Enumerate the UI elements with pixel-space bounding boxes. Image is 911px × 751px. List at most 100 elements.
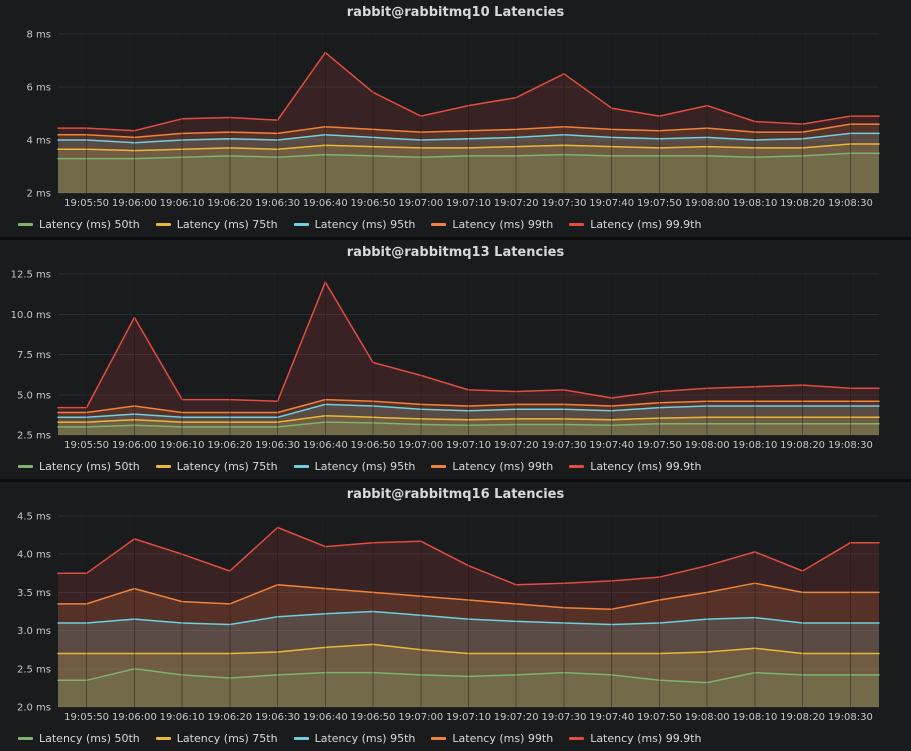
svg-text:19:07:00: 19:07:00 — [398, 712, 443, 723]
legend-series-color-icon — [569, 736, 585, 740]
panel-rabbitmq13-latencies: rabbit@rabbitmq13 Latencies 2.5 ms 5.0 ms… — [0, 240, 911, 479]
svg-text:19:07:20: 19:07:20 — [494, 712, 539, 723]
legend-series-label: Latency (ms) 50th — [39, 217, 140, 231]
svg-text:6 ms: 6 ms — [27, 83, 52, 94]
legend-series-color-icon — [431, 464, 447, 468]
legend-item-latency-ms-95th[interactable]: Latency (ms) 95th — [293, 459, 416, 473]
svg-text:19:07:10: 19:07:10 — [446, 440, 491, 451]
legend-series-label: Latency (ms) 95th — [314, 731, 416, 745]
svg-text:19:07:30: 19:07:30 — [542, 712, 587, 723]
legend-item-latency-ms-99th[interactable]: Latency (ms) 99th — [431, 732, 553, 745]
legend-series-label: Latency (ms) 99.9th — [590, 731, 702, 745]
legend-item-latency-ms-50th[interactable]: Latency (ms) 50th — [18, 218, 140, 231]
svg-text:19:06:00: 19:06:00 — [112, 440, 157, 451]
legend-series-label: Latency (ms) 75th — [176, 217, 278, 231]
svg-text:19:06:30: 19:06:30 — [255, 198, 300, 209]
svg-text:19:05:50: 19:05:50 — [64, 440, 109, 451]
latency-chart-svg[interactable]: 2.0 ms 2.5 ms 3.0 ms 3.5 ms 4.0 ms 4.5 ms 19:0… — [8, 508, 903, 725]
panel-title[interactable]: rabbit@rabbitmq10 Latencies — [346, 5, 565, 20]
legend-item-latency-ms-50th[interactable]: Latency (ms) 50th — [18, 732, 140, 745]
legend-series-label: Latency (ms) 95th — [314, 217, 416, 231]
svg-text:19:07:40: 19:07:40 — [589, 712, 634, 723]
legend-item-latency-ms-50th[interactable]: Latency (ms) 50th — [18, 460, 140, 473]
legend-series-label: Latency (ms) 99th — [452, 731, 554, 745]
svg-text:19:06:40: 19:06:40 — [303, 712, 348, 723]
svg-text:19:07:40: 19:07:40 — [589, 440, 634, 451]
legend-series-label: Latency (ms) 95th — [314, 459, 416, 473]
legend-series-label: Latency (ms) 99th — [452, 459, 554, 473]
legend-series-label: Latency (ms) 99.9th — [590, 459, 702, 473]
legend-item-latency-ms-95th[interactable]: Latency (ms) 95th — [293, 217, 416, 231]
svg-text:19:08:10: 19:08:10 — [732, 440, 777, 451]
legend-item-latency-ms-75th[interactable]: Latency (ms) 75th — [155, 732, 278, 745]
latency-chart-svg[interactable]: 2.5 ms 5.0 ms 7.5 ms 10.0 ms 12.5 ms 19:05:50… — [8, 266, 903, 453]
svg-text:19:08:30: 19:08:30 — [828, 198, 873, 209]
svg-text:19:07:20: 19:07:20 — [494, 198, 539, 209]
legend-item-latency-ms-75th[interactable]: Latency (ms) 75th — [155, 459, 278, 473]
svg-text:12.5 ms: 12.5 ms — [11, 270, 51, 281]
panel-title[interactable]: rabbit@rabbitmq16 Latencies — [346, 487, 565, 502]
legend-series-color-icon — [155, 222, 171, 226]
legend-series-color-icon — [569, 464, 585, 468]
svg-text:19:07:30: 19:07:30 — [542, 440, 587, 451]
svg-text:19:07:10: 19:07:10 — [446, 712, 491, 723]
svg-text:3.5 ms: 3.5 ms — [17, 588, 51, 599]
latency-chart-rabbitmq10[interactable]: 2 ms 4 ms 6 ms 8 ms 19:05:50 19:06:00 19:06:10… — [8, 26, 903, 211]
svg-text:19:06:10: 19:06:10 — [160, 198, 205, 209]
svg-text:19:06:40: 19:06:40 — [303, 440, 348, 451]
svg-text:19:06:50: 19:06:50 — [351, 198, 396, 209]
chart-legend: Latency (ms) 50th Latency (ms) 75th Latenc… — [8, 211, 903, 237]
svg-text:19:07:30: 19:07:30 — [542, 198, 587, 209]
svg-text:19:07:40: 19:07:40 — [589, 198, 634, 209]
svg-text:19:06:20: 19:06:20 — [207, 198, 252, 209]
panel-rabbitmq16-latencies: rabbit@rabbitmq16 Latencies 2.0 ms 2.5 ms… — [0, 482, 911, 751]
latency-chart-svg[interactable]: 2 ms 4 ms 6 ms 8 ms 19:05:50 19:06:00 19:06:10… — [8, 26, 903, 211]
svg-text:19:06:10: 19:06:10 — [160, 712, 205, 723]
svg-text:4.5 ms: 4.5 ms — [17, 512, 51, 523]
latency-chart-rabbitmq16[interactable]: 2.0 ms 2.5 ms 3.0 ms 3.5 ms 4.0 ms 4.5 ms 19:0… — [8, 508, 903, 725]
chart-legend: Latency (ms) 50th Latency (ms) 75th Latenc… — [8, 725, 903, 751]
legend-series-label: Latency (ms) 99th — [452, 217, 554, 231]
legend-item-latency-ms-99th[interactable]: Latency (ms) 99th — [431, 460, 553, 473]
chart-legend: Latency (ms) 50th Latency (ms) 75th Latenc… — [8, 453, 903, 479]
svg-text:10.0 ms: 10.0 ms — [11, 310, 51, 321]
legend-item-latency-ms-99-9th[interactable]: Latency (ms) 99.9th — [569, 218, 701, 231]
panel-title[interactable]: rabbit@rabbitmq13 Latencies — [346, 245, 565, 260]
svg-text:2.5 ms: 2.5 ms — [17, 431, 51, 442]
svg-text:5.0 ms: 5.0 ms — [17, 390, 51, 401]
legend-item-latency-ms-99th[interactable]: Latency (ms) 99th — [431, 218, 553, 231]
svg-text:19:07:10: 19:07:10 — [446, 198, 491, 209]
legend-series-label: Latency (ms) 75th — [176, 459, 278, 473]
svg-text:19:07:00: 19:07:00 — [398, 440, 443, 451]
svg-text:19:06:30: 19:06:30 — [255, 440, 300, 451]
svg-text:19:06:00: 19:06:00 — [112, 712, 157, 723]
svg-text:19:06:20: 19:06:20 — [207, 712, 252, 723]
svg-text:7.5 ms: 7.5 ms — [17, 350, 51, 361]
svg-text:2.0 ms: 2.0 ms — [17, 703, 51, 714]
svg-text:19:08:30: 19:08:30 — [828, 712, 873, 723]
legend-series-color-icon — [18, 736, 33, 740]
legend-series-color-icon — [293, 464, 309, 468]
svg-text:19:08:00: 19:08:00 — [685, 712, 730, 723]
svg-text:19:07:20: 19:07:20 — [494, 440, 539, 451]
legend-series-color-icon — [569, 222, 585, 226]
legend-item-latency-ms-75th[interactable]: Latency (ms) 75th — [155, 217, 278, 231]
svg-text:19:08:20: 19:08:20 — [780, 712, 825, 723]
svg-text:19:08:10: 19:08:10 — [732, 198, 777, 209]
legend-item-latency-ms-95th[interactable]: Latency (ms) 95th — [293, 731, 416, 745]
legend-item-latency-ms-99-9th[interactable]: Latency (ms) 99.9th — [569, 460, 701, 473]
svg-text:19:06:40: 19:06:40 — [303, 198, 348, 209]
svg-text:19:07:50: 19:07:50 — [637, 712, 682, 723]
svg-text:19:06:20: 19:06:20 — [207, 440, 252, 451]
svg-text:19:08:30: 19:08:30 — [828, 440, 873, 451]
svg-text:19:08:20: 19:08:20 — [780, 440, 825, 451]
latency-chart-rabbitmq13[interactable]: 2.5 ms 5.0 ms 7.5 ms 10.0 ms 12.5 ms 19:05:50… — [8, 266, 903, 453]
svg-text:4 ms: 4 ms — [27, 136, 52, 147]
legend-item-latency-ms-99-9th[interactable]: Latency (ms) 99.9th — [569, 732, 701, 745]
svg-text:19:06:50: 19:06:50 — [351, 440, 396, 451]
legend-series-color-icon — [293, 736, 309, 740]
svg-text:19:05:50: 19:05:50 — [64, 712, 109, 723]
svg-text:19:08:20: 19:08:20 — [780, 198, 825, 209]
svg-text:19:08:10: 19:08:10 — [732, 712, 777, 723]
